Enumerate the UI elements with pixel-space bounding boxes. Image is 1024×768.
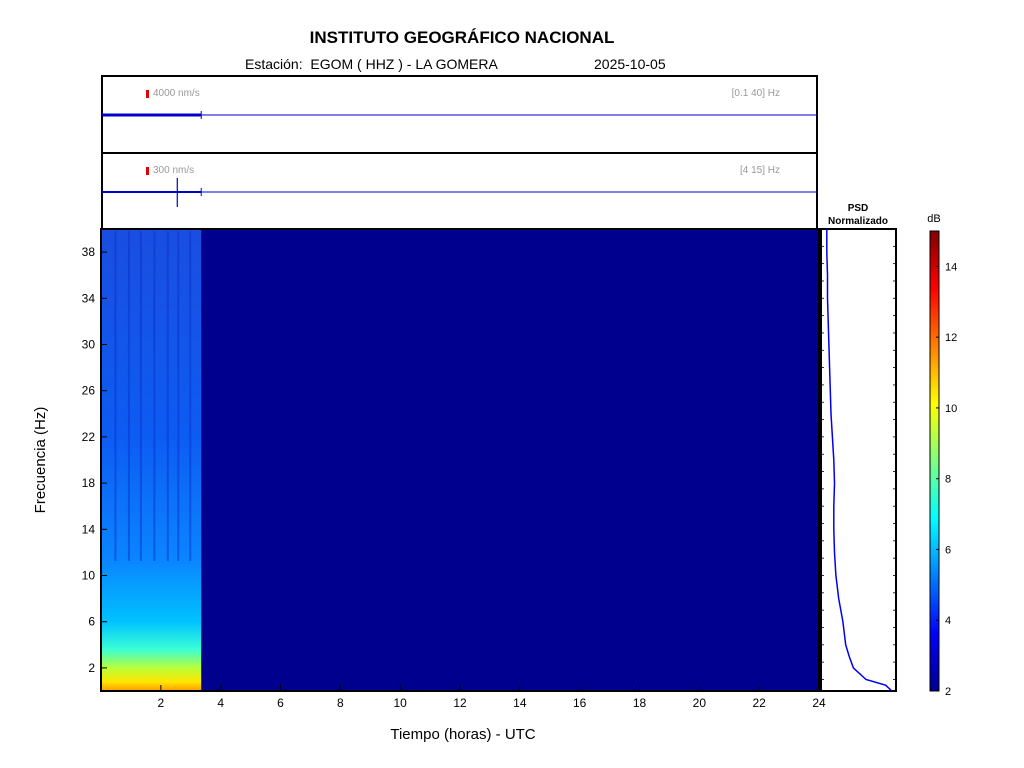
colorbar-ticks: 2 4 6 8 10 12 14: [936, 261, 957, 698]
psd-subtitle: Normalizado: [828, 216, 888, 227]
x-tick-label: 22: [752, 696, 766, 710]
colorbar-tick-label: 12: [945, 332, 957, 344]
y-tick-label: 34: [82, 291, 96, 305]
psd-ticks: [821, 245, 896, 680]
station-label: Estación: EGOM ( HHZ ) - LA GOMERA: [245, 56, 498, 72]
x-tick-label: 18: [633, 696, 647, 710]
y-tick-label: 18: [82, 476, 96, 490]
colorbar-tick-label: 10: [945, 403, 957, 415]
spectrogram-streak: [189, 231, 192, 561]
colorbar-unit: dB: [927, 213, 940, 225]
spectrogram-streak: [127, 231, 130, 561]
amplitude-scale-label: 300 nm/s: [153, 165, 195, 176]
x-tick-label: 8: [337, 696, 344, 710]
y-tick-label: 6: [88, 615, 95, 629]
filter-band-label: [4 15] Hz: [739, 165, 780, 176]
x-tick-label: 16: [573, 696, 587, 710]
y-tick-label: 38: [82, 245, 96, 259]
trace-noise-band: [102, 113, 202, 117]
colorbar-tick-label: 4: [945, 615, 951, 627]
spectrogram-streak: [114, 231, 117, 561]
colorbar-tick-label: 6: [945, 544, 951, 556]
x-tick-label: 14: [513, 696, 527, 710]
y-tick-label: 30: [82, 338, 96, 352]
spectrogram-streak: [139, 231, 142, 561]
spectrogram-background: [101, 229, 819, 691]
trace-noise-band: [102, 191, 202, 193]
psd-title: PSD: [848, 203, 869, 214]
spectrogram-streak: [177, 231, 180, 561]
amplitude-scale-icon: [146, 90, 149, 98]
colorbar-tick-label: 14: [945, 261, 957, 273]
filter-band-label: [0.1 40] Hz: [731, 88, 780, 99]
y-tick-label: 26: [82, 384, 96, 398]
y-tick-label: 10: [82, 569, 96, 583]
psd-line: [826, 229, 893, 692]
y-tick-label: 22: [82, 430, 96, 444]
spectrogram-streak: [166, 231, 169, 561]
x-tick-label: 12: [453, 696, 467, 710]
seismogram-traces: [102, 111, 818, 207]
colorbar-tick-label: 2: [945, 686, 951, 698]
chart-title: INSTITUTO GEOGRÁFICO NACIONAL: [309, 28, 615, 47]
psd-frame: [820, 228, 897, 692]
date-label: 2025-10-05: [594, 56, 666, 72]
x-tick-label: 4: [217, 696, 224, 710]
y-axis-label: Frecuencia (Hz): [32, 407, 49, 514]
colorbar: [929, 230, 940, 692]
y-tick-label: 2: [88, 661, 95, 675]
spectrogram-streak: [153, 231, 156, 561]
x-tick-label: 24: [812, 696, 826, 710]
x-tick-label: 6: [277, 696, 284, 710]
spectrogram-data-region: [101, 229, 202, 691]
spectrogram-streaks: [114, 231, 192, 561]
colorbar-tick-label: 8: [945, 474, 951, 486]
x-tick-label: 20: [693, 696, 707, 710]
x-tick-label: 2: [157, 696, 164, 710]
x-tick-label: 10: [393, 696, 407, 710]
x-axis-ticks: 2 4 6 8 10 12 14 16 18 20 22 24: [157, 685, 826, 710]
y-tick-label: 14: [82, 522, 96, 536]
amplitude-scale-label: 4000 nm/s: [153, 88, 200, 99]
amplitude-scale-icon: [146, 167, 149, 175]
x-axis-label: Tiempo (horas) - UTC: [390, 726, 535, 743]
